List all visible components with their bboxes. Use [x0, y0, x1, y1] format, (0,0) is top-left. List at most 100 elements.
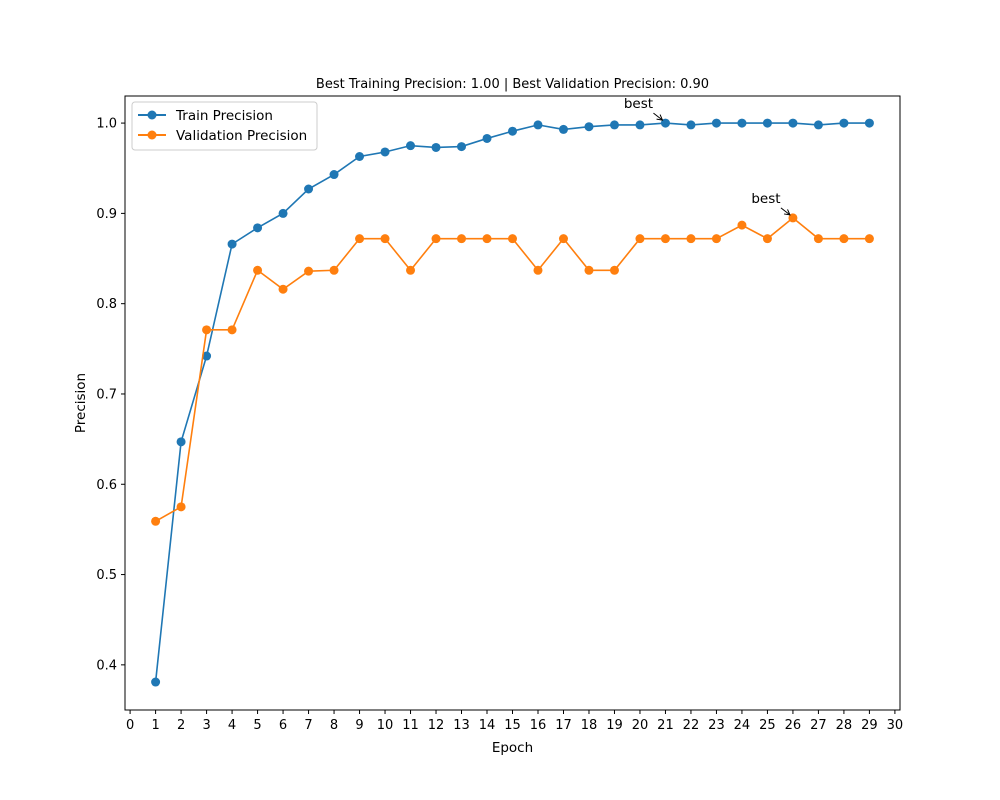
data-point	[482, 234, 492, 244]
data-point	[304, 184, 314, 194]
data-point	[253, 223, 263, 233]
x-tick-label: 1	[151, 718, 159, 733]
data-point	[762, 118, 772, 128]
series-validation	[151, 213, 874, 526]
x-tick-label: 24	[734, 718, 751, 733]
x-tick-label: 8	[330, 718, 338, 733]
data-point	[457, 142, 467, 152]
y-tick-label: 0.9	[96, 207, 117, 222]
legend: Train Precision Validation Precision	[131, 101, 318, 151]
data-point	[329, 265, 339, 275]
series-train	[151, 118, 874, 687]
data-point	[253, 265, 263, 275]
x-tick-label: 11	[402, 718, 419, 733]
x-tick-label: 4	[228, 718, 236, 733]
x-tick-label: 7	[304, 718, 312, 733]
best-annotation-label: best	[751, 191, 780, 207]
data-point	[558, 234, 568, 244]
data-point	[635, 234, 645, 244]
data-point	[686, 234, 696, 244]
x-tick-label: 13	[453, 718, 470, 733]
best-annotation-label: best	[624, 96, 653, 112]
x-tick-label: 2	[177, 718, 185, 733]
x-tick-label: 26	[785, 718, 802, 733]
x-tick-label: 23	[708, 718, 725, 733]
best-annotation-arrowhead	[656, 114, 664, 121]
legend-box	[131, 101, 318, 151]
data-point	[788, 118, 798, 128]
x-tick-label: 17	[555, 718, 572, 733]
data-point	[609, 120, 619, 130]
x-tick-label: 29	[861, 718, 878, 733]
x-tick-label: 18	[581, 718, 598, 733]
data-point	[839, 234, 849, 244]
x-tick-label: 5	[253, 718, 261, 733]
y-axis: 0.4 0.5 0.6 0.7 0.8 0.9 1.0	[96, 117, 125, 673]
y-tick-label: 0.8	[96, 297, 117, 312]
best-annotation-arrow	[653, 112, 663, 121]
data-point	[609, 265, 619, 275]
data-point	[202, 325, 212, 335]
data-point	[558, 124, 568, 134]
data-point	[762, 234, 772, 244]
legend-label-train: Train Precision	[175, 108, 273, 124]
data-point	[533, 265, 543, 275]
data-point	[584, 122, 594, 132]
x-tick-label: 14	[479, 718, 496, 733]
data-point	[329, 170, 339, 180]
legend-marker-validation	[147, 130, 157, 140]
data-point	[227, 239, 237, 249]
data-point	[431, 234, 441, 244]
y-tick-label: 0.7	[96, 387, 117, 402]
x-tick-label: 27	[810, 718, 827, 733]
x-tick-label: 21	[657, 718, 674, 733]
x-tick-label: 28	[836, 718, 853, 733]
series-layer	[151, 118, 874, 687]
data-point	[151, 677, 161, 687]
y-tick-label: 0.6	[96, 478, 117, 493]
data-point	[508, 234, 517, 244]
data-point	[864, 118, 874, 128]
data-point	[711, 118, 721, 128]
data-point	[660, 118, 670, 128]
data-point	[711, 234, 721, 244]
data-point	[406, 265, 416, 275]
x-tick-label: 16	[530, 718, 547, 733]
data-point	[380, 147, 390, 157]
data-point	[304, 266, 314, 276]
best-annotation-arrow	[780, 207, 791, 216]
data-point	[176, 502, 186, 512]
data-point	[176, 437, 186, 447]
x-axis: 0 1 2 3 4 5 6 7 8 9 10 11 12 13 14 15 16 17 18 19 20 21 22 23 24…	[126, 710, 903, 733]
data-point	[482, 133, 492, 143]
y-tick-label: 0.4	[96, 658, 117, 673]
y-axis-title: Precision	[73, 373, 89, 433]
data-point	[864, 234, 874, 244]
x-tick-label: 10	[377, 718, 394, 733]
data-point	[457, 234, 467, 244]
chart-title: Best Training Precision: 1.00 | Best Val…	[316, 77, 709, 92]
x-tick-label: 6	[279, 718, 287, 733]
x-axis-title: Epoch	[492, 740, 533, 756]
legend-marker-train	[147, 110, 157, 120]
y-tick-label: 0.5	[96, 568, 117, 583]
data-point	[151, 516, 161, 526]
y-tick-label: 1.0	[96, 117, 117, 132]
data-point	[813, 120, 823, 130]
data-point	[584, 265, 594, 275]
data-point	[533, 120, 543, 130]
plot-area	[124, 95, 901, 711]
data-point	[737, 118, 747, 128]
legend-label-validation: Validation Precision	[176, 128, 307, 144]
annotation-layer: best best	[624, 96, 791, 216]
data-point	[508, 126, 517, 136]
data-point	[355, 151, 365, 161]
x-tick-label: 12	[428, 718, 445, 733]
x-tick-label: 30	[887, 718, 904, 733]
data-point	[686, 120, 696, 130]
x-tick-label: 3	[202, 718, 210, 733]
data-point	[278, 284, 288, 294]
data-point	[660, 234, 670, 244]
data-point	[380, 234, 390, 244]
data-point	[839, 118, 849, 128]
